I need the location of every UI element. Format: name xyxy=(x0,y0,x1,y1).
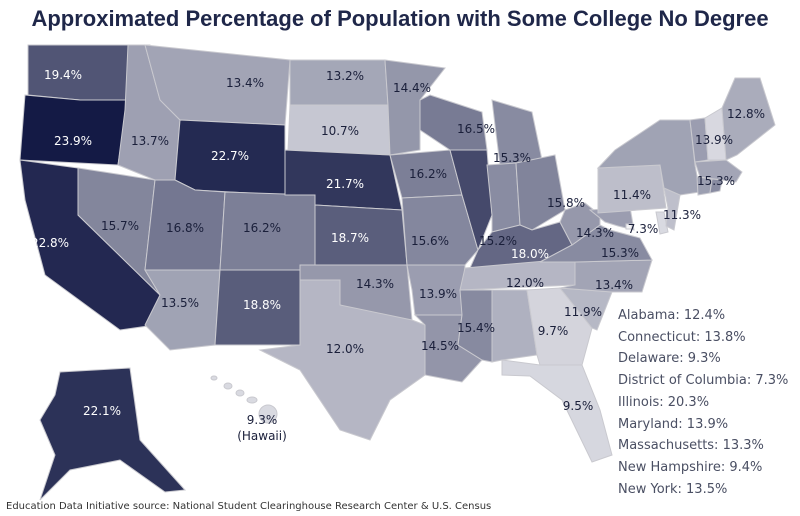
value-label-utah: 16.8% xyxy=(166,221,204,235)
value-label-new-mexico: 18.8% xyxy=(243,298,281,312)
state-massachusetts[interactable] xyxy=(694,159,743,183)
value-label-oklahoma: 14.3% xyxy=(356,277,394,291)
state-oregon[interactable] xyxy=(19,94,129,166)
state-value-list-item: Massachusetts: 13.3% xyxy=(618,438,764,454)
value-label-vermont: 13.9% xyxy=(695,133,733,147)
island-shape xyxy=(258,404,278,424)
state-illinois[interactable] xyxy=(449,149,493,252)
value-label-hawaii: 9.3% xyxy=(247,413,278,427)
value-label-nevada: 15.7% xyxy=(101,219,139,233)
state-alabama[interactable] xyxy=(491,289,538,363)
value-label-arizona: 13.5% xyxy=(161,296,199,310)
value-label-idaho: 13.7% xyxy=(131,134,169,148)
value-label-louisiana: 14.5% xyxy=(421,339,459,353)
state-alaska[interactable] xyxy=(39,367,187,501)
value-label-georgia: 9.7% xyxy=(538,324,569,338)
hawaii-sublabel: (Hawaii) xyxy=(237,429,287,443)
value-label-kansas: 18.7% xyxy=(331,231,369,245)
value-label-new-jersey: 11.3% xyxy=(663,208,701,222)
value-label-wisconsin: 16.5% xyxy=(457,122,495,136)
state-texas[interactable] xyxy=(258,279,426,441)
value-label-wyoming: 22.7% xyxy=(211,149,249,163)
state-delaware[interactable] xyxy=(655,211,669,235)
value-label-missouri: 15.6% xyxy=(411,234,449,248)
map-title: Approximated Percentage of Population wi… xyxy=(31,6,769,31)
state-value-list-item: Illinois: 20.3% xyxy=(618,394,710,410)
state-ohio[interactable] xyxy=(515,154,566,231)
value-label-south-carolina: 11.9% xyxy=(564,305,602,319)
source-note: Education Data Initiative source: Nation… xyxy=(6,501,492,512)
value-label-california: 22.8% xyxy=(31,236,69,250)
island-shape xyxy=(246,396,258,404)
state-hawaii[interactable] xyxy=(210,375,278,424)
state-value-list-item: District of Columbia: 7.3% xyxy=(618,373,789,389)
state-arizona[interactable] xyxy=(144,269,221,351)
value-label-arkansas: 13.9% xyxy=(419,287,457,301)
island-shape xyxy=(210,375,218,381)
value-label-colorado: 16.2% xyxy=(243,221,281,235)
state-new-york[interactable] xyxy=(596,119,701,196)
value-label-ohio: 15.8% xyxy=(547,196,585,210)
value-label-mississippi: 15.4% xyxy=(457,321,495,335)
value-label-oregon: 23.9% xyxy=(54,134,92,148)
value-label-pennsylvania: 11.4% xyxy=(613,188,651,202)
value-label-west-virginia: 14.3% xyxy=(576,226,614,240)
value-label-tennessee: 12.0% xyxy=(506,276,544,290)
state-value-list-item: New Hampshire: 9.4% xyxy=(618,459,763,475)
value-label-florida: 9.5% xyxy=(563,399,594,413)
state-value-list-item: Delaware: 9.3% xyxy=(618,351,721,367)
state-district-of-columbia[interactable] xyxy=(625,223,633,230)
state-value-list-item: Alabama: 12.4% xyxy=(618,308,726,323)
value-label-indiana: 15.2% xyxy=(479,234,517,248)
value-label-texas: 12.0% xyxy=(326,342,364,356)
value-label-rhode-island: 15.3% xyxy=(697,174,735,188)
value-label-montana: 13.4% xyxy=(226,76,264,90)
island-shape xyxy=(223,382,233,390)
value-label-north-carolina: 13.4% xyxy=(595,278,633,292)
value-label-virginia: 15.3% xyxy=(601,246,639,260)
value-label-north-dakota: 13.2% xyxy=(326,69,364,83)
state-florida[interactable] xyxy=(501,359,613,463)
state-value-list-item: Maryland: 13.9% xyxy=(618,416,729,432)
value-label-district-of-columbia: 7.3% xyxy=(628,222,659,236)
state-minnesota[interactable] xyxy=(384,59,446,156)
state-rhode-island[interactable] xyxy=(709,178,723,194)
island-shape xyxy=(235,389,245,397)
value-label-nebraska: 21.7% xyxy=(326,177,364,191)
value-label-south-dakota: 10.7% xyxy=(321,124,359,138)
value-label-iowa: 16.2% xyxy=(409,167,447,181)
value-label-maine: 12.8% xyxy=(727,107,765,121)
state-virginia[interactable] xyxy=(539,224,653,263)
value-label-alaska: 22.1% xyxy=(83,404,121,418)
state-value-list: Alabama: 12.4% Connecticut: 13.8% Delaware… xyxy=(618,305,788,500)
state-value-list-item: Connecticut: 13.8% xyxy=(618,329,746,345)
value-label-kentucky: 18.0% xyxy=(511,247,549,261)
state-indiana[interactable] xyxy=(486,162,521,233)
value-label-minnesota: 14.4% xyxy=(393,81,431,95)
state-value-list-item: New York: 13.5% xyxy=(618,481,728,497)
value-label-washington: 19.4% xyxy=(44,68,82,82)
state-missouri[interactable] xyxy=(401,194,479,266)
value-label-michigan: 15.3% xyxy=(493,151,531,165)
